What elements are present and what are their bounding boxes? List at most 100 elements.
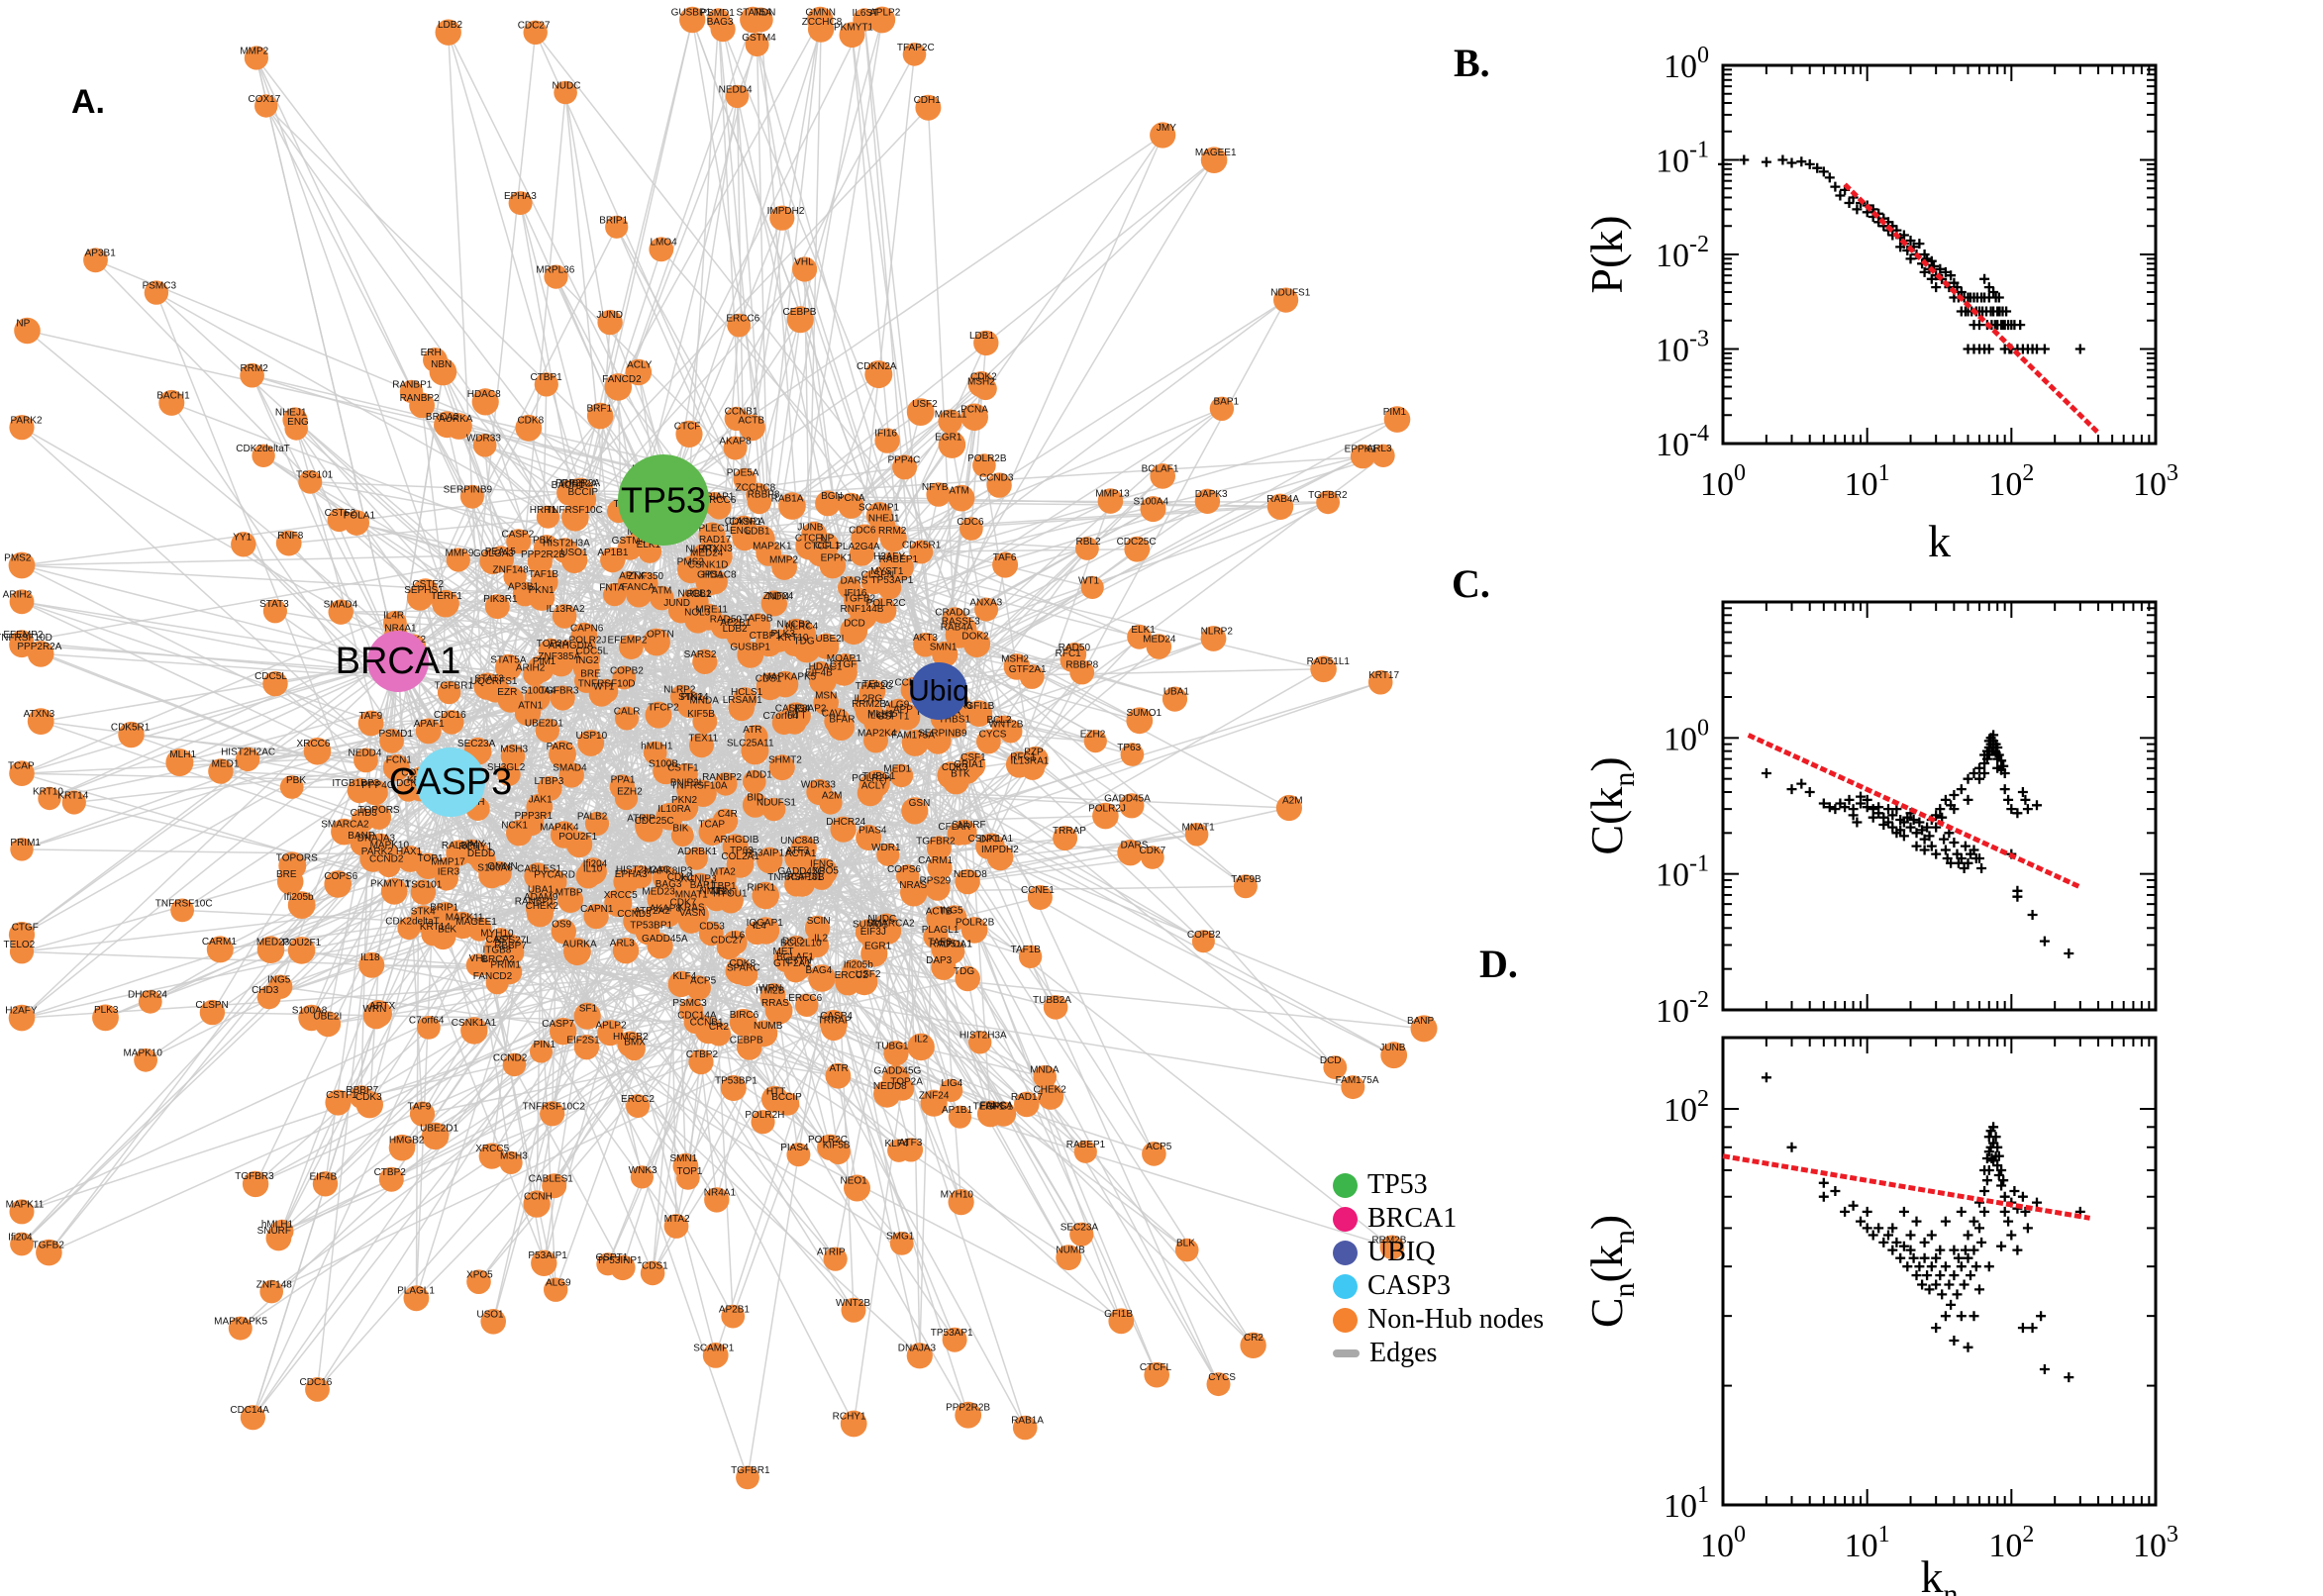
gene-label: MED1 <box>212 759 240 770</box>
network-node <box>284 417 309 441</box>
gene-label: PLK3 <box>770 629 795 640</box>
gene-label: CDH1 <box>914 95 942 106</box>
network-node <box>901 729 929 756</box>
network-node <box>549 740 576 768</box>
tick-marks <box>1723 1038 2156 1505</box>
network-node <box>612 665 637 690</box>
network-node <box>1069 1222 1094 1247</box>
network-node <box>757 847 783 874</box>
gene-label: CTBP1 <box>750 631 782 642</box>
network-node <box>698 921 724 947</box>
gene-label: SERPINB9 <box>918 729 967 740</box>
gene-label: PIM1 <box>533 656 556 667</box>
y-axis-label: Cn(kn) <box>1581 1215 1641 1328</box>
network-node <box>1150 463 1175 489</box>
gene-label: IL4 <box>753 921 766 932</box>
network-node <box>900 878 928 907</box>
network-node <box>645 701 672 729</box>
gene-label: EIF4B <box>805 668 833 679</box>
gene-label: CFLAR <box>938 822 970 833</box>
gene-label: LDB1 <box>746 526 770 537</box>
gene-label: CSTF2 <box>325 508 356 519</box>
network-node <box>403 1285 430 1312</box>
gene-label: CR2 <box>709 1022 729 1033</box>
chart-axes <box>1721 1036 2158 1507</box>
gene-label: TNFRSF10C <box>546 505 603 516</box>
gene-label: ZNF385A <box>538 651 580 662</box>
gene-label: GUSBP1 <box>671 7 712 18</box>
network-node <box>955 868 980 895</box>
network-node <box>1367 669 1393 695</box>
network-node <box>254 94 278 118</box>
network-node <box>556 479 583 506</box>
gene-label: NUMB <box>754 1021 783 1032</box>
network-node <box>807 6 834 34</box>
gene-label: NEDD8 <box>873 1081 907 1092</box>
gene-label: AP2B1 <box>719 1305 751 1316</box>
gene-label: TAF1B <box>1011 945 1042 955</box>
svg-text:10-4: 10-4 <box>1656 421 1709 463</box>
svg-text:100: 100 <box>1700 460 1746 503</box>
network-node <box>600 547 626 573</box>
gene-label: TDG <box>954 966 974 977</box>
network-node <box>975 834 1001 859</box>
gene-label: MNDA <box>689 695 719 706</box>
gene-label: IL13RA1 <box>1010 755 1049 766</box>
network-node <box>1141 846 1164 869</box>
gene-label: AP2B1 <box>720 618 752 629</box>
gene-label: ADRBK1 <box>677 847 717 857</box>
gene-label: ATM <box>652 586 671 597</box>
gene-label: CSNK1A1 <box>452 1018 497 1029</box>
gene-label: KRT10 <box>778 633 809 644</box>
gene-label: AP3B1 <box>85 249 117 259</box>
gene-label: GFI1B <box>1104 1309 1133 1320</box>
panel-b-label: B. <box>1454 41 1490 85</box>
network-node <box>170 898 195 923</box>
gene-label: BRIP1 <box>599 215 628 226</box>
network-node <box>500 744 526 769</box>
gene-label: CABLES1 <box>517 863 561 874</box>
gene-label: BCLAF1 <box>1142 464 1179 475</box>
gene-label: NP <box>16 318 30 329</box>
network-node <box>726 624 752 648</box>
gene-label: MSH3 <box>500 745 528 755</box>
network-node <box>991 1101 1017 1127</box>
gene-label: SNURF <box>257 1226 291 1237</box>
network-node <box>727 313 752 338</box>
gene-label: DAP3 <box>926 955 953 966</box>
network-node <box>1083 730 1107 753</box>
network-node <box>551 919 576 945</box>
network-node <box>541 869 567 895</box>
gene-label: TELO2 <box>4 940 36 950</box>
network-node <box>515 414 543 442</box>
gene-label: SUMO1 <box>853 920 888 931</box>
network-node <box>948 1105 972 1129</box>
gene-label: CLSPN <box>195 1000 228 1011</box>
gene-label: MNAT1 <box>1182 823 1216 834</box>
gene-label: CDS1 <box>756 674 782 685</box>
gene-label: NR4A1 <box>384 623 417 634</box>
gene-label: RBL2 <box>686 589 711 600</box>
gene-label: STAT5A <box>737 7 773 18</box>
gene-label: BRF1 <box>587 404 613 415</box>
hub-node-tp53 <box>618 454 709 546</box>
gene-label: BID <box>747 793 763 804</box>
gene-label: CTBP2 <box>374 1167 407 1178</box>
gene-label: ENG <box>730 526 752 537</box>
gene-label: MTA2 <box>664 1214 690 1225</box>
gene-label: VHL <box>794 257 814 268</box>
network-node <box>278 851 307 880</box>
gene-label: SEC23A <box>1060 1223 1099 1234</box>
gene-label: BCCIP <box>771 1092 802 1103</box>
network-node <box>940 939 965 964</box>
gene-label: TSG101 <box>405 880 443 891</box>
network-node <box>527 549 553 574</box>
network-node <box>165 748 194 777</box>
gene-label: NBN <box>711 887 732 898</box>
gene-label: KRT14 <box>420 922 451 933</box>
network-node <box>769 205 795 231</box>
gene-label: SCIN <box>807 916 831 927</box>
network-node <box>1142 1142 1166 1166</box>
gene-label: TAF1B <box>529 569 559 580</box>
gene-label: DARS <box>1121 841 1149 851</box>
